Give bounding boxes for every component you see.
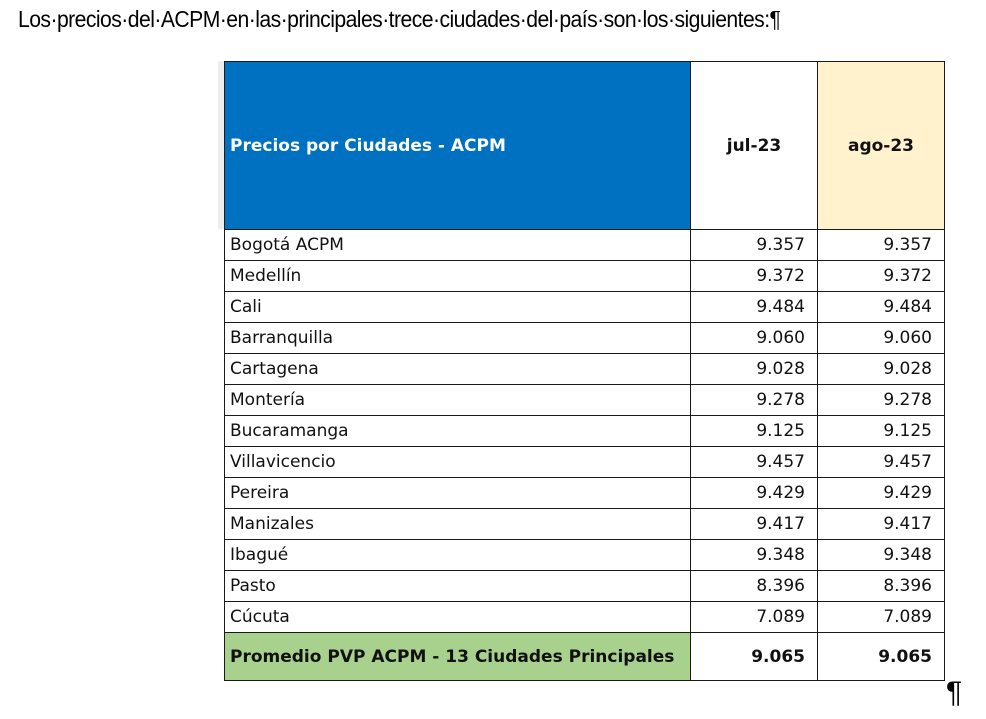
table-total-row: Promedio PVP ACPM - 13 Ciudades Principa…	[224, 632, 945, 681]
price-jul: 8.396	[690, 570, 818, 602]
table-row: Barranquilla 9.060 9.060	[224, 322, 945, 354]
price-ago: 9.457	[817, 446, 945, 478]
price-jul: 9.278	[690, 384, 818, 416]
price-ago: 9.028	[817, 353, 945, 385]
price-jul: 9.429	[690, 477, 818, 509]
price-jul: 9.417	[690, 508, 818, 540]
price-ago: 9.125	[817, 415, 945, 447]
price-jul: 9.372	[690, 260, 818, 292]
price-ago: 7.089	[817, 601, 945, 633]
table-row: Cali 9.484 9.484	[224, 291, 945, 323]
price-ago: 9.278	[817, 384, 945, 416]
city-name: Villavicencio	[224, 446, 691, 478]
city-name: Cali	[224, 291, 691, 323]
price-jul: 9.125	[690, 415, 818, 447]
price-jul: 9.028	[690, 353, 818, 385]
table-header-row: Precios por Ciudades - ACPM jul-23 ago-2…	[224, 61, 945, 230]
intro-paragraph: Los·precios·del·ACPM·en·las·principales·…	[18, 6, 781, 32]
table-row: Villavicencio 9.457 9.457	[224, 446, 945, 478]
price-ago: 9.484	[817, 291, 945, 323]
price-ago: 9.372	[817, 260, 945, 292]
city-name: Medellín	[224, 260, 691, 292]
city-name: Pereira	[224, 477, 691, 509]
header-jul-23: jul-23	[690, 61, 818, 230]
price-jul: 9.060	[690, 322, 818, 354]
price-jul: 9.357	[690, 229, 818, 261]
price-jul: 7.089	[690, 601, 818, 633]
city-name: Montería	[224, 384, 691, 416]
table-row: Medellín 9.372 9.372	[224, 260, 945, 292]
table-row: Montería 9.278 9.278	[224, 384, 945, 416]
price-jul: 9.457	[690, 446, 818, 478]
table-row: Cartagena 9.028 9.028	[224, 353, 945, 385]
city-name: Bucaramanga	[224, 415, 691, 447]
price-ago: 9.429	[817, 477, 945, 509]
price-ago: 9.060	[817, 322, 945, 354]
price-ago: 9.348	[817, 539, 945, 571]
table-row: Pereira 9.429 9.429	[224, 477, 945, 509]
table-row: Ibagué 9.348 9.348	[224, 539, 945, 571]
city-name: Manizales	[224, 508, 691, 540]
price-ago: 9.417	[817, 508, 945, 540]
city-name: Bogotá ACPM	[224, 229, 691, 261]
total-jul: 9.065	[690, 632, 818, 681]
total-ago: 9.065	[817, 632, 945, 681]
total-label: Promedio PVP ACPM - 13 Ciudades Principa…	[224, 632, 691, 681]
price-jul: 9.348	[690, 539, 818, 571]
header-ago-23: ago-23	[817, 61, 945, 230]
table-row: Bucaramanga 9.125 9.125	[224, 415, 945, 447]
city-name: Cartagena	[224, 353, 691, 385]
table-row: Pasto 8.396 8.396	[224, 570, 945, 602]
city-name: Cúcuta	[224, 601, 691, 633]
table-row: Bogotá ACPM 9.357 9.357	[224, 229, 945, 261]
acpm-price-table: Precios por Ciudades - ACPM jul-23 ago-2…	[224, 61, 945, 681]
city-name: Barranquilla	[224, 322, 691, 354]
price-ago: 9.357	[817, 229, 945, 261]
price-ago: 8.396	[817, 570, 945, 602]
city-name: Ibagué	[224, 539, 691, 571]
table-row: Manizales 9.417 9.417	[224, 508, 945, 540]
table-row: Cúcuta 7.089 7.089	[224, 601, 945, 633]
paragraph-mark-icon: ¶	[946, 676, 963, 709]
city-name: Pasto	[224, 570, 691, 602]
price-jul: 9.484	[690, 291, 818, 323]
header-shadow	[218, 61, 224, 229]
header-title: Precios por Ciudades - ACPM	[224, 61, 691, 230]
